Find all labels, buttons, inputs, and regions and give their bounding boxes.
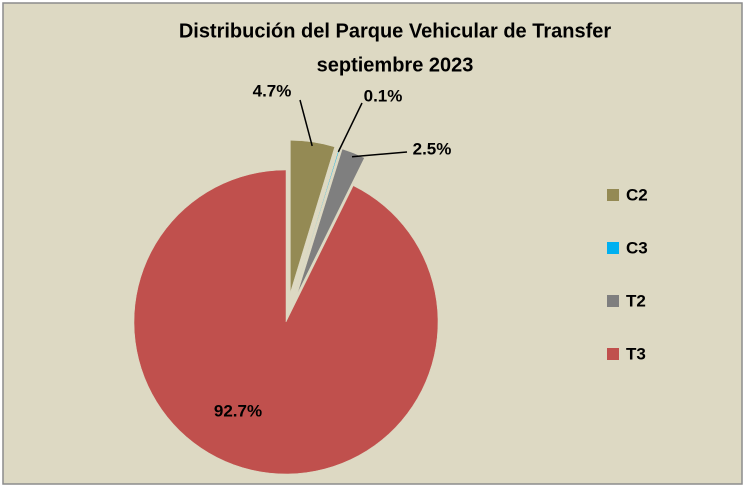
legend-label: C2 <box>626 185 648 204</box>
chart-title: Distribución del Parque Vehicular de Tra… <box>179 20 612 42</box>
data-label: 0.1% <box>364 86 403 105</box>
legend-label: C3 <box>626 238 648 257</box>
data-label: 4.7% <box>253 81 292 100</box>
data-label: 92.7% <box>214 401 262 420</box>
legend-label: T3 <box>626 344 646 363</box>
leader-line <box>351 151 408 158</box>
pie-slice <box>133 169 439 475</box>
chart-subtitle: septiembre 2023 <box>317 54 474 76</box>
pie-slice <box>296 148 365 295</box>
legend-swatch <box>607 189 619 201</box>
leader-line <box>337 102 363 153</box>
legend-swatch <box>607 295 619 307</box>
legend-swatch <box>607 348 619 360</box>
legend-swatch <box>607 242 619 254</box>
legend-label: T2 <box>626 291 646 310</box>
leader-line <box>299 99 313 147</box>
data-label: 2.5% <box>413 139 452 158</box>
pie-slice <box>290 140 335 293</box>
